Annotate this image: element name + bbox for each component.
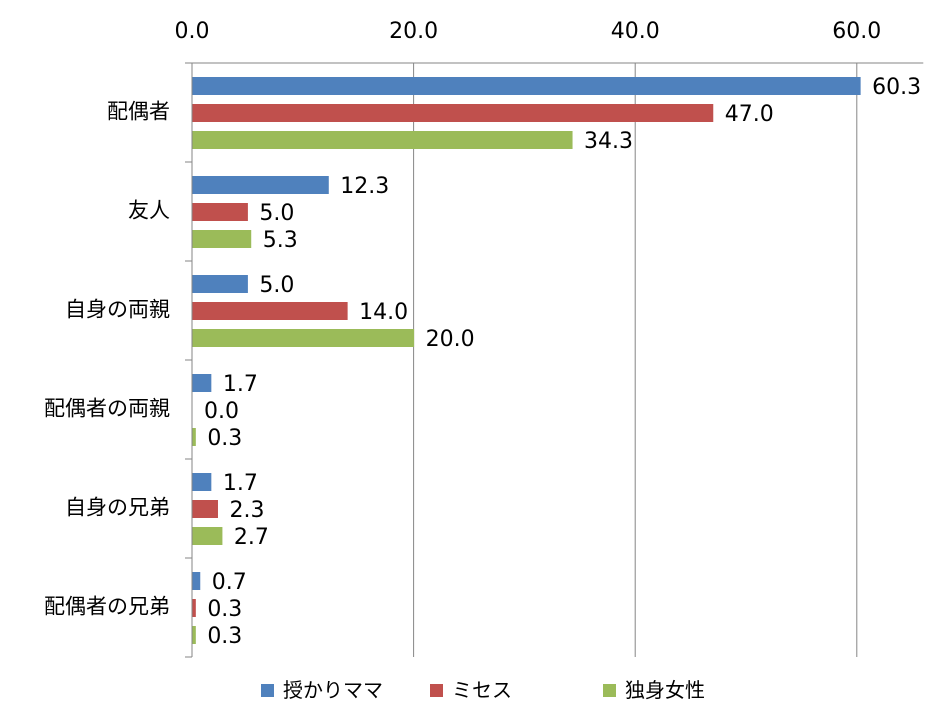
category-label: 友人 <box>128 199 170 223</box>
legend-label: 授かりママ <box>283 678 383 702</box>
x-tick-label: 0.0 <box>175 19 210 44</box>
legend-swatch <box>261 684 274 697</box>
data-labels: 60.3 12.3 5.0 1.7 1.7 0.7 47.0 5.0 14.0 0.0 2.3 0.3… <box>204 75 921 649</box>
bar <box>192 374 212 392</box>
data-label: 2.3 <box>229 498 264 523</box>
category-label: 自身の両親 <box>65 298 170 322</box>
data-label: 5.0 <box>259 201 294 226</box>
data-label: 12.3 <box>340 174 389 199</box>
bar <box>192 500 218 518</box>
bar <box>192 77 861 95</box>
legend-label: ミセス <box>452 678 512 702</box>
data-label: 0.7 <box>212 570 247 595</box>
bar <box>192 302 348 320</box>
data-label: 0.3 <box>207 624 242 649</box>
data-label: 1.7 <box>223 471 258 496</box>
data-label: 1.7 <box>223 372 258 397</box>
category-label: 配偶者 <box>107 100 170 124</box>
x-tick-label: 60.0 <box>832 19 881 44</box>
data-label: 34.3 <box>584 129 633 154</box>
legend-swatch <box>430 684 443 697</box>
bar <box>192 131 573 149</box>
bar <box>192 203 248 221</box>
data-label: 47.0 <box>725 102 774 127</box>
bar <box>192 572 201 590</box>
bar <box>192 473 212 491</box>
data-label: 20.0 <box>426 327 475 352</box>
legend: 授かりママ ミセス 独身女性 <box>261 678 705 702</box>
legend-swatch <box>603 684 616 697</box>
value-axis-ticks: 0.0 20.0 40.0 60.0 <box>175 19 882 44</box>
bars <box>192 77 861 644</box>
category-label: 配偶者の兄弟 <box>44 595 170 619</box>
bar <box>192 230 252 248</box>
bar <box>192 104 714 122</box>
data-label: 2.7 <box>234 525 269 550</box>
category-label: 配偶者の両親 <box>44 397 170 421</box>
bar <box>192 428 196 446</box>
bar <box>192 599 196 617</box>
legend-label: 独身女性 <box>625 678 705 702</box>
bar <box>192 329 415 347</box>
data-label: 5.0 <box>259 273 294 298</box>
data-label: 0.3 <box>207 597 242 622</box>
data-label: 5.3 <box>263 228 298 253</box>
bar <box>192 275 248 293</box>
category-axis <box>185 62 924 658</box>
data-label: 0.3 <box>207 426 242 451</box>
bar <box>192 626 196 644</box>
x-tick-label: 20.0 <box>389 19 438 44</box>
bar <box>192 527 223 545</box>
data-label: 0.0 <box>204 399 239 424</box>
x-tick-label: 40.0 <box>611 19 660 44</box>
data-label: 14.0 <box>359 300 408 325</box>
bar <box>192 176 329 194</box>
category-label: 自身の兄弟 <box>65 496 170 520</box>
data-label: 60.3 <box>872 75 921 100</box>
gridlines <box>413 63 858 657</box>
